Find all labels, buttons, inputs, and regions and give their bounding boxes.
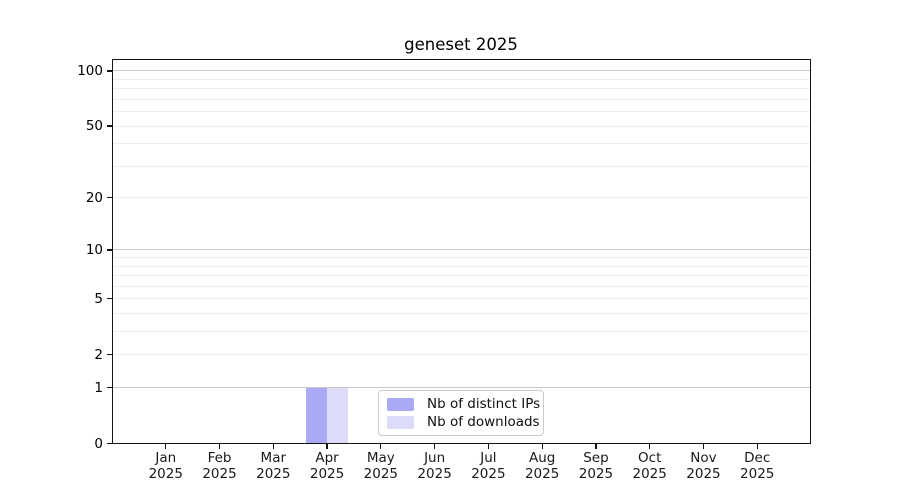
y-tick-label: 5 xyxy=(94,290,103,307)
y-tick-mark xyxy=(107,249,112,251)
y-tick-label: 100 xyxy=(77,62,103,79)
x-tick-mark xyxy=(326,443,328,449)
y-tick-mark xyxy=(107,125,112,127)
chart-title: geneset 2025 xyxy=(404,35,518,54)
x-tick-mark xyxy=(702,443,705,449)
x-tick-label: Jun 2025 xyxy=(417,449,452,483)
y-tick-label: 2 xyxy=(94,346,103,363)
x-tick-label: May 2025 xyxy=(363,449,399,483)
gridline-minor xyxy=(112,165,811,167)
x-tick-mark xyxy=(433,443,436,449)
y-tick-mark xyxy=(107,70,112,72)
x-tick-mark xyxy=(541,443,543,449)
x-tick-mark xyxy=(756,443,758,449)
x-tick-label: Jul 2025 xyxy=(471,449,506,483)
gridline-minor xyxy=(112,111,811,113)
gridline-minor xyxy=(112,331,811,333)
y-tick-label: 20 xyxy=(85,189,103,206)
gridline-minor xyxy=(112,88,811,90)
legend-label-distinct-ips: Nb of distinct IPs xyxy=(427,396,541,412)
x-tick-label: Aug 2025 xyxy=(524,449,560,483)
x-tick-mark xyxy=(487,443,490,449)
gridline-minor xyxy=(112,354,811,356)
legend-item-distinct-ips: Nb of distinct IPs xyxy=(387,396,540,412)
y-tick-mark xyxy=(107,442,112,445)
x-tick-label: Mar 2025 xyxy=(256,449,291,483)
x-tick-label: Apr 2025 xyxy=(309,449,345,483)
y-tick-mark xyxy=(107,386,112,389)
legend-item-downloads: Nb of downloads xyxy=(387,414,540,430)
gridline-minor xyxy=(112,313,811,315)
gridline-minor xyxy=(112,98,811,100)
legend-swatch-downloads-icon xyxy=(387,415,414,429)
gridline-minor xyxy=(112,197,811,199)
y-tick-label: 50 xyxy=(85,118,103,135)
x-tick-label: Dec 2025 xyxy=(740,449,775,483)
y-tick-label: 0 xyxy=(94,435,103,452)
gridline-minor xyxy=(112,78,811,80)
gridline-major xyxy=(112,387,811,389)
x-tick-mark xyxy=(272,443,274,449)
gridline-minor xyxy=(112,125,811,127)
gridline-minor xyxy=(112,298,811,300)
legend: Nb of distinct IPs Nb of downloads xyxy=(378,390,544,436)
x-tick-mark xyxy=(595,443,597,449)
y-tick-label: 1 xyxy=(94,379,103,396)
gridline-minor xyxy=(112,285,811,287)
y-tick-mark xyxy=(107,298,112,300)
bar-nb-of-distinct-ips xyxy=(306,387,328,444)
gridline-minor xyxy=(112,143,811,145)
x-tick-label: Nov 2025 xyxy=(686,449,721,483)
legend-label-downloads: Nb of downloads xyxy=(427,414,540,430)
x-tick-label: Oct 2025 xyxy=(632,449,667,483)
y-tick-label: 10 xyxy=(85,241,103,258)
gridline-minor xyxy=(112,257,811,259)
x-tick-mark xyxy=(649,443,651,449)
gridline-minor xyxy=(112,265,811,267)
legend-swatch-distinct-ips-icon xyxy=(387,397,414,411)
x-tick-label: Sep 2025 xyxy=(578,449,614,483)
x-tick-label: Jan 2025 xyxy=(148,449,183,483)
gridline-minor xyxy=(112,275,811,277)
x-tick-mark xyxy=(165,443,167,449)
y-tick-mark xyxy=(107,197,112,199)
bar-nb-of-downloads xyxy=(327,387,349,444)
gridline-major xyxy=(112,70,811,72)
x-tick-label: Feb 2025 xyxy=(202,449,237,483)
y-tick-mark xyxy=(107,354,112,356)
gridline-major xyxy=(112,249,811,251)
x-tick-mark xyxy=(380,443,382,449)
x-tick-mark xyxy=(218,443,221,449)
